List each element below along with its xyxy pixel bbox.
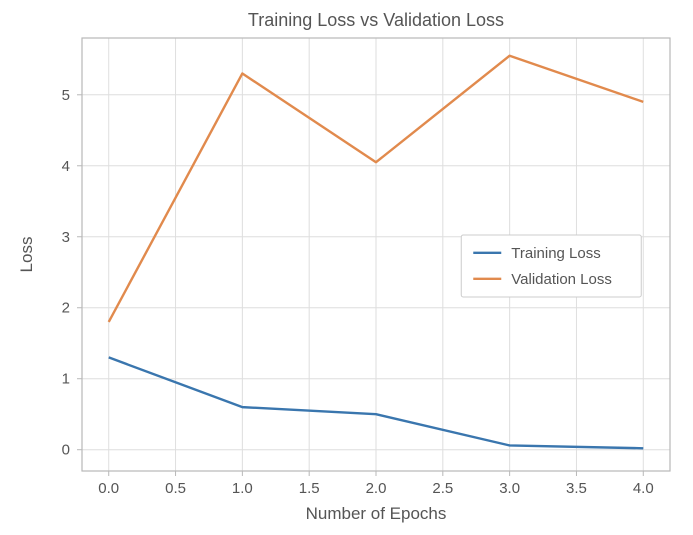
x-tick-label: 4.0 — [633, 480, 654, 497]
x-tick-label: 2.0 — [366, 480, 387, 497]
x-tick-label: 3.5 — [566, 480, 587, 497]
loss-chart: 0.0 0.5 1.0 1.5 2.0 2.5 3.0 3.5 4.0 0 1 2 3 4 5 Number … — [0, 0, 693, 535]
chart-container: 0.0 0.5 1.0 1.5 2.0 2.5 3.0 3.5 4.0 0 1 2 3 4 5 Number … — [0, 0, 693, 535]
chart-title: Training Loss vs Validation Loss — [248, 10, 504, 30]
x-tick-label: 3.0 — [499, 480, 520, 497]
x-tick-label: 0.5 — [165, 480, 186, 497]
x-axis-label: Number of Epochs — [306, 504, 447, 523]
y-tick-label: 3 — [62, 229, 70, 246]
x-tick-label: 1.5 — [299, 480, 320, 497]
y-tick-label: 0 — [62, 442, 70, 459]
y-tick-label: 1 — [62, 371, 70, 388]
y-tick-label: 2 — [62, 300, 70, 317]
y-axis-label: Loss — [17, 237, 36, 273]
x-tick-label: 2.5 — [432, 480, 453, 497]
x-tick-label: 1.0 — [232, 480, 253, 497]
legend-label-0: Training Loss — [511, 245, 601, 262]
legend-label-1: Validation Loss — [511, 271, 612, 288]
y-tick-label: 5 — [62, 87, 70, 104]
y-tick-label: 4 — [62, 158, 70, 175]
x-tick-label: 0.0 — [98, 480, 119, 497]
